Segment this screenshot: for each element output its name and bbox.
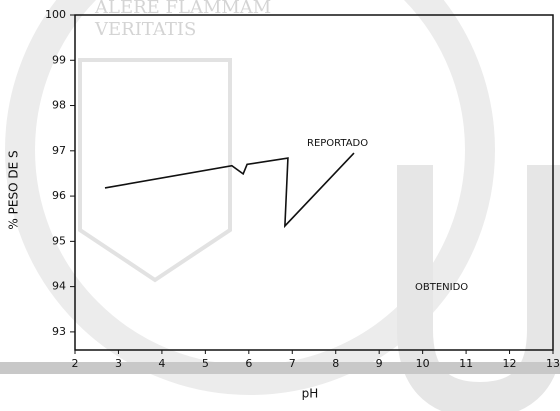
x-tick-label: 7	[289, 357, 296, 370]
x-tick-label: 13	[546, 357, 560, 370]
y-tick-label: 93	[52, 325, 66, 338]
y-tick-label: 100	[45, 8, 66, 21]
x-tick-label: 11	[459, 357, 473, 370]
x-tick-label: 3	[115, 357, 122, 370]
x-tick-label: 9	[376, 357, 383, 370]
plot-frame	[74, 14, 554, 351]
y-tick-label: 99	[52, 53, 66, 66]
y-axis-label: % PESO DE S	[7, 150, 21, 229]
annotation: OBTENIDO	[415, 282, 468, 293]
y-tick-label: 97	[52, 144, 66, 157]
seal-ring	[5, 0, 495, 395]
x-tick-label: 2	[72, 357, 79, 370]
watermark: ALERE FLAMMAM VERITATIS	[5, 0, 560, 411]
big-u	[397, 165, 560, 411]
gray-band	[0, 362, 560, 374]
x-tick-label: 8	[332, 357, 339, 370]
x-tick-label: 10	[416, 357, 430, 370]
x-tick-label: 5	[202, 357, 209, 370]
y-tick-label: 95	[52, 234, 66, 247]
watermark-text: ALERE FLAMMAM	[94, 0, 271, 18]
x-tick-label: 12	[503, 357, 517, 370]
x-axis-label: pH	[302, 387, 319, 401]
watermark-text: VERITATIS	[94, 19, 196, 40]
x-tick-label: 4	[158, 357, 165, 370]
y-tick-label: 98	[52, 99, 66, 112]
seal-shield	[78, 58, 232, 283]
x-tick-label: 6	[245, 357, 252, 370]
annotation: REPORTADO	[307, 138, 368, 149]
y-tick-label: 94	[52, 280, 66, 293]
y-tick-label: 96	[52, 189, 66, 202]
data-line	[104, 152, 355, 229]
